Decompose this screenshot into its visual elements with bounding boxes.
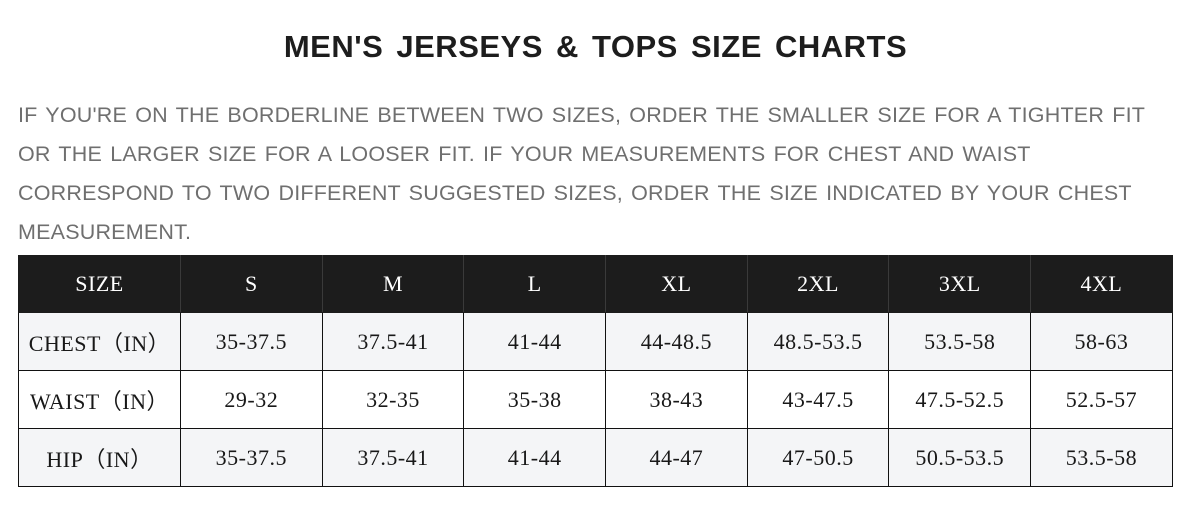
column-header-size: SIZE xyxy=(18,255,181,313)
page-title: MEN'S JERSEYS & TOPS SIZE CHARTS xyxy=(283,29,908,64)
column-header-4xl: 4XL xyxy=(1030,255,1173,313)
column-header-l: L xyxy=(463,255,607,313)
cell-chest-m: 37.5-41 xyxy=(321,312,465,371)
cell-hip-3xl: 50.5-53.5 xyxy=(888,428,1032,487)
cell-waist-4xl: 52.5-57 xyxy=(1030,370,1173,429)
column-header-m: M xyxy=(321,255,465,313)
cell-hip-4xl: 53.5-58 xyxy=(1030,428,1173,487)
column-header-3xl: 3XL xyxy=(888,255,1032,313)
column-header-xl: XL xyxy=(605,255,748,313)
cell-waist-2xl: 43-47.5 xyxy=(746,370,890,429)
cell-hip-2xl: 47-50.5 xyxy=(746,428,890,487)
row-header-chest: CHEST（IN） xyxy=(18,312,181,371)
cell-hip-m: 37.5-41 xyxy=(321,428,465,487)
table-row: WAIST（IN） 29-32 32-35 35-38 38-43 43-47.… xyxy=(18,370,1173,429)
cell-chest-3xl: 53.5-58 xyxy=(888,312,1032,371)
cell-waist-s: 29-32 xyxy=(180,370,323,429)
cell-chest-4xl: 58-63 xyxy=(1030,312,1173,371)
cell-chest-2xl: 48.5-53.5 xyxy=(746,312,890,371)
cell-hip-s: 35-37.5 xyxy=(180,428,323,487)
table-header-row: SIZE S M L XL 2XL 3XL 4XL xyxy=(18,255,1173,313)
table-header: SIZE S M L XL 2XL 3XL 4XL xyxy=(18,255,1173,313)
row-header-hip: HIP（IN） xyxy=(18,428,181,487)
sizing-instructions-paragraph: IF YOU'RE ON THE BORDERLINE BETWEEN TWO … xyxy=(18,103,1145,244)
row-header-waist: WAIST（IN） xyxy=(18,370,181,429)
cell-waist-l: 35-38 xyxy=(463,370,607,429)
cell-chest-s: 35-37.5 xyxy=(180,312,323,371)
cell-chest-l: 41-44 xyxy=(463,312,607,371)
table-body: CHEST（IN） 35-37.5 37.5-41 41-44 44-48.5 … xyxy=(18,312,1173,487)
cell-waist-3xl: 47.5-52.5 xyxy=(888,370,1032,429)
cell-chest-xl: 44-48.5 xyxy=(605,312,748,371)
cell-hip-l: 41-44 xyxy=(463,428,607,487)
cell-hip-xl: 44-47 xyxy=(605,428,748,487)
cell-waist-m: 32-35 xyxy=(321,370,465,429)
column-header-2xl: 2XL xyxy=(746,255,890,313)
table-row: HIP（IN） 35-37.5 37.5-41 41-44 44-47 47-5… xyxy=(18,428,1173,487)
cell-waist-xl: 38-43 xyxy=(605,370,748,429)
table-row: CHEST（IN） 35-37.5 37.5-41 41-44 44-48.5 … xyxy=(18,312,1173,371)
size-chart-table: SIZE S M L XL 2XL 3XL 4XL CHEST（IN） 35-3… xyxy=(18,255,1173,487)
column-header-s: S xyxy=(180,255,323,313)
